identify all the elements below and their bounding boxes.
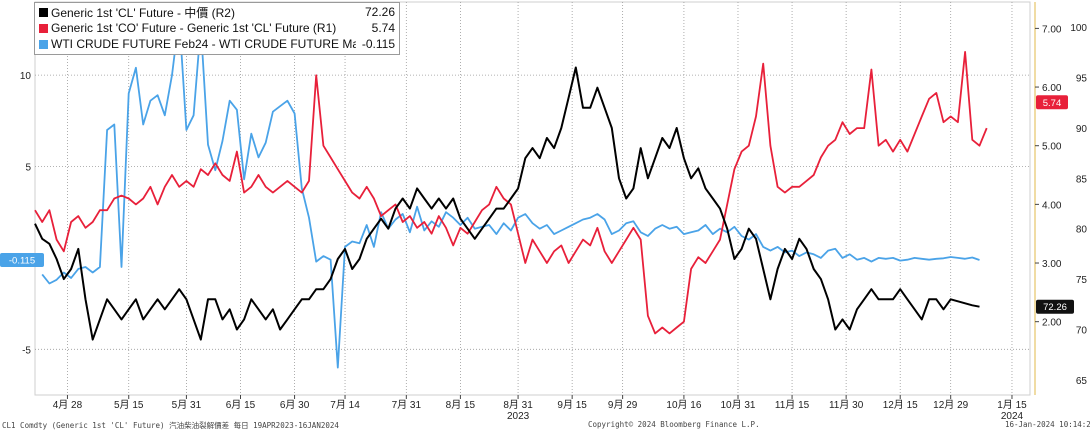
series-line-r1 — [34, 51, 988, 335]
tag-background — [1036, 95, 1068, 110]
x-tick-label: 11月 30 — [829, 399, 864, 411]
legend-value: 72.26 — [364, 5, 395, 19]
series-lines — [34, 15, 988, 369]
last-value-tag-r1: 5.74 — [1036, 95, 1068, 110]
legend-value: 5.74 — [371, 21, 395, 35]
y-tick-label-r2: 70 — [1076, 326, 1088, 337]
x-tick-label: 5月 31 — [172, 399, 202, 411]
y-tick-label-r2: 95 — [1076, 74, 1088, 85]
x-tick-label: 6月 30 — [280, 399, 310, 411]
y-tick-label-r1: 3.00 — [1042, 259, 1062, 270]
x-tick-label: 1月 15 — [997, 399, 1027, 411]
y-tick-label-l1: 5 — [25, 163, 31, 174]
x-tick-label: 10月 16 — [666, 399, 701, 411]
plot-area-frame — [34, 1, 1031, 396]
legend-label: Generic 1st 'CO' Future - Generic 1st 'C… — [51, 21, 337, 35]
x-tick-label: 5月 15 — [114, 399, 144, 411]
legend-item-l1: WTI CRUDE FUTURE Feb24 - WTI CRUDE FUTUR… — [39, 36, 395, 52]
last-value-tag-l1: -0.115 — [0, 253, 44, 268]
legend-item-r2: Generic 1st 'CL' Future - 中價 (R2) 72.26 — [39, 4, 395, 20]
y-tick-label-r2: 100 — [1070, 23, 1087, 34]
tag-background — [0, 253, 44, 268]
y-tick-label-r1: 2.00 — [1042, 318, 1062, 329]
y-tick-label-r2: 90 — [1076, 124, 1088, 135]
tag-value: 72.26 — [1043, 302, 1067, 313]
y-tick-label-r1: 6.00 — [1042, 83, 1062, 94]
legend-item-r1: Generic 1st 'CO' Future - Generic 1st 'C… — [39, 20, 395, 36]
last-value-tags: 5.74 72.26 -0.115 — [0, 95, 1074, 314]
legend-label: Generic 1st 'CL' Future - 中價 (R2) — [51, 5, 235, 20]
legend-swatch-r2 — [39, 7, 48, 17]
tag-value: 5.74 — [1043, 98, 1062, 109]
legend-label: WTI CRUDE FUTURE Feb24 - WTI CRUDE FUTUR… — [51, 37, 356, 51]
legend-value: -0.115 — [361, 37, 395, 51]
x-tick-label: 12月 29 — [933, 399, 968, 411]
footer-left: CL1 Comdty (Generic 1st 'CL' Future) 汽油柴… — [2, 421, 339, 430]
x-tick-label: 4月 28 — [53, 399, 83, 411]
y-tick-label-r2: 80 — [1076, 225, 1088, 236]
x-year-label: 2023 — [507, 411, 530, 422]
x-tick-label: 6月 15 — [226, 399, 256, 411]
y-tick-label-r2: 65 — [1076, 376, 1088, 387]
y-tick-label-r2: 85 — [1076, 174, 1088, 185]
grid — [35, 2, 1030, 395]
footer-timestamp: 16-Jan-2024 10:14:24 — [1005, 420, 1090, 429]
x-tick-label: 9月 15 — [557, 399, 587, 411]
legend: Generic 1st 'CL' Future - 中價 (R2) 72.26 … — [34, 2, 400, 55]
series-line-l1 — [41, 15, 980, 369]
y-tick-label-l1: -5 — [22, 345, 31, 356]
axes: 4月 28 5月 15 5月 31 6月 15 6月 30 7月 14 7月 31 8月 15… — [20, 2, 1088, 422]
y-tick-label-r1: 4.00 — [1042, 200, 1062, 211]
y-tick-label-r1: 5.00 — [1042, 142, 1062, 153]
legend-swatch-l1 — [39, 39, 48, 49]
x-tick-label: 9月 29 — [608, 399, 638, 411]
tag-value: -0.115 — [9, 256, 35, 267]
last-value-tag-r2: 72.26 — [1036, 299, 1074, 314]
y-tick-label-l1: 10 — [20, 71, 32, 82]
y-tick-label-r2: 75 — [1076, 275, 1088, 286]
series-line-r2 — [34, 66, 980, 341]
x-tick-label: 12月 15 — [883, 399, 918, 411]
y-tick-label-r1: 7.00 — [1042, 24, 1062, 35]
x-tick-label: 8月 15 — [446, 399, 476, 411]
tag-background — [1036, 299, 1074, 314]
x-year-label: 2024 — [1001, 411, 1024, 422]
x-tick-label: 8月 31 — [503, 399, 533, 411]
x-tick-label: 11月 15 — [775, 399, 810, 411]
x-tick-label: 7月 14 — [330, 399, 360, 411]
x-tick-label: 7月 31 — [392, 399, 422, 411]
footer-copyright: Copyright© 2024 Bloomberg Finance L.P. — [588, 420, 760, 429]
x-tick-label: 10月 31 — [720, 399, 755, 411]
legend-swatch-r1 — [39, 23, 48, 33]
